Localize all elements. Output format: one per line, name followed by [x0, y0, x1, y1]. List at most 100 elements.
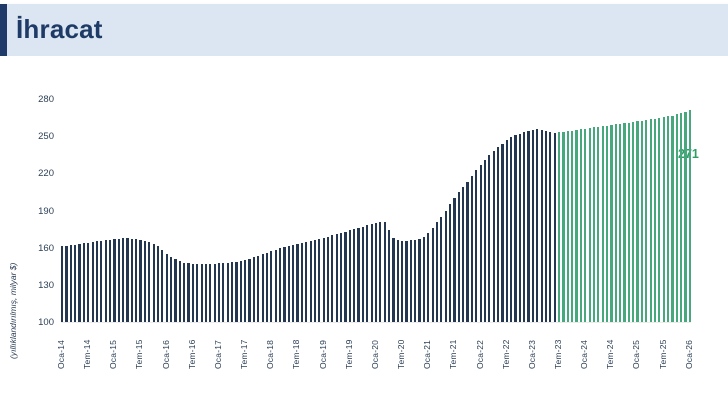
bar: [340, 232, 343, 322]
bar: [501, 143, 504, 322]
x-axis-tick-label: Oca-26: [683, 339, 694, 369]
bar: [309, 240, 312, 322]
x-axis-tick-label: Oca-23: [526, 339, 537, 369]
bar: [549, 132, 552, 322]
bar: [148, 242, 151, 322]
bar: [122, 238, 125, 322]
bar: [688, 110, 691, 322]
bar: [135, 238, 138, 322]
x-axis-tick-label: Oca-17: [212, 339, 223, 369]
bar: [492, 151, 495, 322]
bar: [196, 264, 199, 322]
x-axis-tick-label: Oca-15: [108, 339, 119, 369]
bar: [318, 238, 321, 322]
bar: [427, 232, 430, 322]
bar: [187, 263, 190, 322]
bar: [204, 264, 208, 322]
y-axis-tick-label: 160: [38, 242, 54, 254]
bar: [95, 241, 99, 322]
bar: [605, 125, 609, 322]
y-axis-tick-label: 220: [38, 168, 54, 180]
x-axis-tick-label: Tem-21: [448, 339, 459, 369]
bar: [161, 249, 164, 322]
bar: [239, 260, 242, 322]
bar: [675, 114, 678, 322]
x-axis-tick-label: Oca-16: [160, 339, 171, 369]
bar: [287, 245, 290, 322]
bar: [440, 216, 443, 322]
bar: [645, 120, 648, 322]
bar: [231, 262, 234, 322]
x-axis-tick-label: Tem-20: [396, 339, 407, 369]
bar: [152, 243, 155, 322]
bar: [226, 262, 229, 322]
x-axis-tick-label: Tem-14: [82, 339, 93, 369]
bar: [523, 132, 526, 322]
bar: [470, 175, 473, 322]
bar: [684, 112, 687, 322]
x-axis-tick-label: Tem-16: [186, 339, 197, 369]
bar: [536, 129, 539, 322]
x-axis-tick-label: Oca-25: [631, 339, 642, 369]
bar: [401, 240, 404, 322]
bar: [126, 238, 129, 322]
bar: [252, 257, 255, 322]
bar: [579, 129, 582, 322]
bar: [91, 242, 94, 322]
bar: [209, 263, 212, 322]
bar: [435, 221, 439, 322]
bar: [74, 244, 77, 322]
x-axis-tick-label: Tem-18: [291, 339, 302, 369]
x-axis-tick-label: Tem-15: [134, 339, 145, 369]
bar: [82, 243, 85, 322]
bar: [510, 137, 513, 322]
bar: [444, 210, 447, 322]
page-title: İhracat: [16, 14, 103, 44]
header: İhracat: [0, 4, 728, 56]
bar: [623, 123, 626, 322]
y-axis-tick-label: 280: [38, 94, 54, 105]
bar: [619, 123, 622, 322]
x-axis-tick-label: Tem-19: [343, 339, 354, 369]
bar: [130, 238, 133, 322]
bar: [462, 186, 465, 322]
bar: [514, 134, 517, 322]
bar: [357, 227, 360, 322]
bar: [248, 258, 251, 322]
bar: [274, 249, 277, 322]
x-axis-line: [61, 322, 691, 323]
bar: [213, 263, 216, 322]
bar: [65, 245, 68, 322]
bar: [662, 116, 665, 322]
bar: [640, 120, 644, 322]
bar: [222, 263, 225, 322]
bar: [335, 234, 338, 322]
bar: [322, 237, 325, 322]
bar: [353, 229, 356, 322]
bar: [475, 169, 478, 322]
bar: [592, 127, 596, 322]
bar: [505, 139, 508, 322]
bar: [588, 128, 591, 322]
bar: [479, 164, 482, 322]
bar: [313, 239, 317, 322]
bar: [597, 126, 600, 322]
bar: [235, 261, 238, 322]
y-axis-tick-label: 190: [38, 205, 54, 217]
bar: [292, 244, 295, 322]
bar: [409, 240, 412, 322]
bar: [405, 240, 408, 322]
bar: [200, 263, 203, 322]
bar: [305, 241, 308, 322]
y-axis-title: (yıllıklandırılmış, milyar $): [8, 262, 18, 359]
export-bar-chart: (yıllıklandırılmış, milyar $) 271 Not: M…: [0, 56, 728, 410]
bar: [418, 238, 421, 322]
bar: [108, 239, 112, 322]
bar: [183, 262, 186, 322]
bar: [104, 240, 107, 322]
bar: [165, 253, 168, 322]
bar: [466, 182, 469, 322]
bar: [488, 154, 491, 322]
bar: [558, 132, 561, 322]
